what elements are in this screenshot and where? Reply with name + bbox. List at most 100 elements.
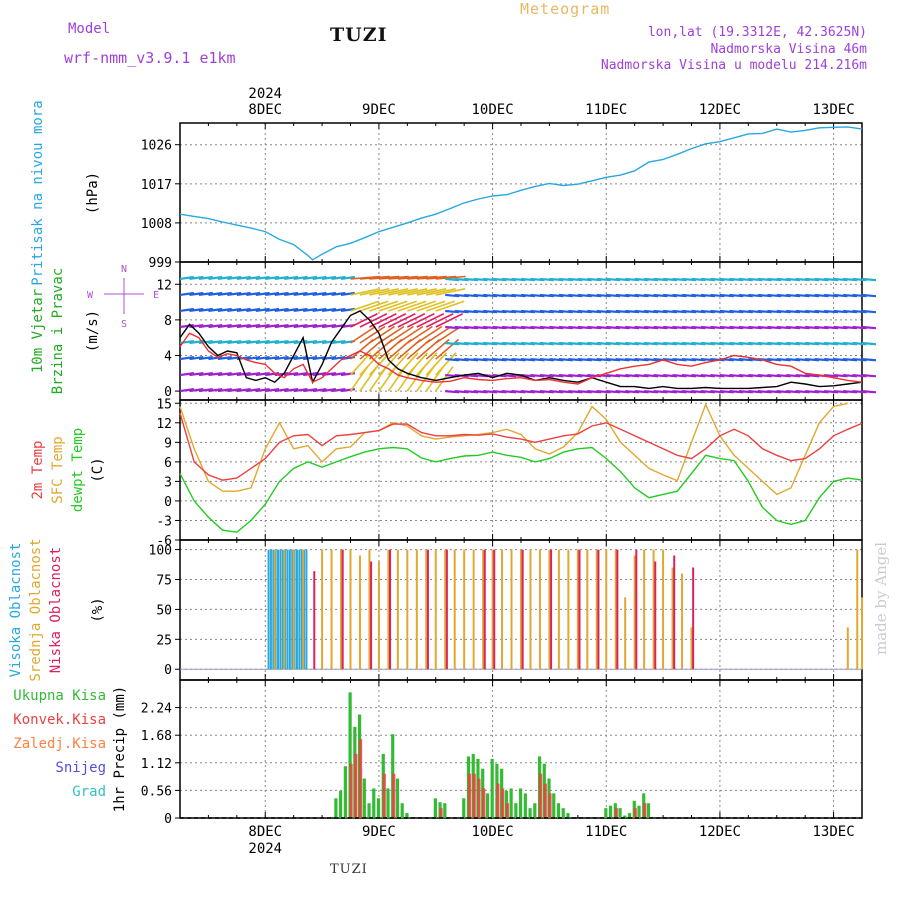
precip-bar: [623, 815, 627, 818]
wind-arrow: [425, 313, 454, 328]
precip-bar: [501, 788, 505, 818]
wind-arrow: [435, 288, 466, 296]
precip-bar: [372, 788, 376, 818]
wind-arrow: [246, 291, 261, 297]
wind-arrow: [208, 388, 223, 393]
wind-arrow: [435, 275, 466, 280]
precip-bar: [477, 778, 481, 818]
wind-arrow: [416, 300, 446, 312]
wind-arrow: [312, 339, 327, 345]
wind-arrow: [198, 372, 213, 377]
precip-legend-item: Zaledj.Kisa: [13, 736, 106, 752]
cloud-axis-label-3: Niska Oblacnost: [48, 547, 64, 673]
wind-arrow: [208, 356, 223, 361]
wind-arrow: [246, 275, 261, 281]
wind-arrow: [293, 307, 308, 313]
year-top-label: 2024: [248, 86, 282, 102]
precip-legend-item: Ukupna Kisa: [13, 688, 106, 704]
wind-arrow: [416, 288, 447, 296]
pressure-axis-label: Pritisak na nivou mora: [30, 100, 46, 285]
wind-arrow: [302, 275, 318, 281]
precip-bar: [367, 803, 371, 818]
precip-bar: [523, 793, 527, 818]
wind-arrow: [340, 307, 356, 313]
wind-arrow: [265, 307, 280, 313]
wind-arrow: [321, 307, 337, 313]
wind-arrow: [312, 323, 327, 329]
wind-arrow: [350, 313, 378, 328]
wind-arrow: [179, 388, 195, 393]
precip-bar: [400, 803, 404, 818]
wind-arrow: [236, 323, 251, 329]
wind-arrow: [189, 291, 204, 297]
dewpt-line: [179, 446, 863, 533]
wind-arrow: [397, 300, 427, 312]
compass-s-label: S: [121, 319, 127, 330]
precip-ytick-label: 1.12: [141, 757, 172, 772]
wind-arrow: [293, 323, 308, 329]
wind-arrow: [274, 323, 289, 329]
precip-ytick-label: 0: [164, 812, 172, 827]
temp-unit-label: (C): [90, 457, 106, 482]
wind-arrow: [246, 372, 261, 377]
precip-bar: [354, 753, 358, 818]
wind-arrow: [331, 372, 346, 377]
wind-arrow: [359, 325, 386, 344]
temp-ytick-label: 0: [164, 495, 172, 510]
wind-arrow: [312, 356, 327, 361]
wind-arrow: [293, 388, 308, 393]
wind-arrow: [302, 339, 318, 345]
wind-arrow: [861, 357, 877, 362]
city-title: TUZI: [330, 24, 388, 46]
wind-arrow: [387, 325, 414, 344]
pressure-unit-label: (hPa): [85, 172, 101, 214]
wind-arrow: [302, 356, 318, 361]
wind-arrow: [179, 372, 195, 377]
wind-arrow: [284, 275, 299, 281]
wind-arrow: [359, 288, 390, 296]
wind-arrow: [255, 291, 270, 297]
wind-arrow: [284, 291, 299, 297]
wind-arrow: [227, 388, 242, 393]
wind-arrow: [435, 300, 465, 312]
wind-ytick-label: 0: [164, 385, 172, 400]
precip-bar: [395, 778, 400, 818]
precip-legend-item: Konvek.Kisa: [13, 712, 106, 728]
wind-arrow: [378, 313, 407, 328]
wind-arrow: [340, 291, 356, 297]
precip-bar: [358, 739, 363, 818]
wind-arrow: [198, 275, 213, 281]
cloud-axis-label-1: Visoka Oblacnost: [8, 543, 24, 678]
wind-arrow: [861, 309, 877, 314]
cloud-ytick-label: 0: [164, 663, 172, 678]
wind-ytick-label: 4: [164, 349, 172, 364]
precip-bar: [382, 773, 386, 818]
temp-ytick-label: 12: [156, 417, 172, 432]
wind-arrow: [321, 291, 337, 297]
temp-ytick-label: 9: [164, 436, 172, 451]
temp-ytick-label: 15: [156, 397, 172, 412]
wind-arrow: [198, 323, 213, 329]
cloud-ytick-label: 75: [156, 573, 172, 588]
precip-bar: [343, 766, 347, 818]
wind-arrow: [406, 352, 429, 376]
wind-arrow: [179, 356, 195, 361]
wind-arrow: [302, 323, 318, 329]
precip-bar: [386, 788, 390, 818]
year-bottom-label: 2024: [248, 841, 282, 857]
wind-arrow: [189, 356, 204, 361]
wind-arrow: [861, 293, 877, 298]
precip-bar: [556, 803, 561, 818]
wind-arrow: [198, 291, 213, 297]
compass-n-label: N: [121, 264, 127, 275]
wind-arrow: [293, 356, 308, 361]
wind-arrow: [198, 356, 213, 361]
precip-bar: [496, 783, 500, 818]
wind-arrow: [246, 356, 261, 361]
wind-arrow: [293, 372, 308, 377]
wind-arrow: [284, 356, 299, 361]
precip-bar: [439, 808, 443, 818]
wind-arrow: [416, 313, 445, 328]
wind-arrow: [246, 339, 261, 345]
x-axis-bottom-label: 9DEC: [362, 824, 396, 840]
